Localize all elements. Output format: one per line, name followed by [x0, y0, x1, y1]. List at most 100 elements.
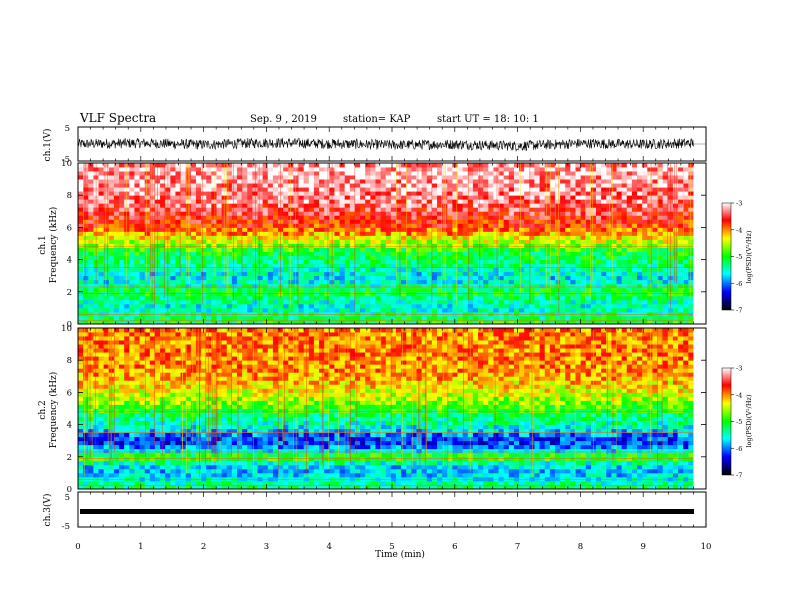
spec1-cell	[252, 195, 258, 200]
spec1-cell	[657, 299, 664, 305]
spec1-cell	[344, 207, 351, 212]
spec1-cell	[524, 191, 530, 196]
spec1-cell	[247, 167, 253, 172]
spec1-cell	[201, 231, 207, 236]
spec1-cell	[662, 287, 669, 293]
spec1-cell	[401, 307, 407, 313]
spec1-cell	[113, 167, 120, 172]
spec1-cell	[524, 231, 530, 236]
spec1-cell	[611, 287, 617, 293]
spec1-cell	[303, 287, 310, 293]
spec1-cell	[621, 283, 628, 289]
spec1-cell	[447, 319, 453, 325]
spec1-cell	[349, 263, 356, 269]
spec1-cell	[426, 251, 433, 256]
spec1-cell	[529, 211, 535, 216]
spec1-cell	[452, 239, 458, 244]
spec1-cell	[621, 243, 628, 248]
spec1-cell	[103, 211, 110, 216]
spec1-cell	[344, 307, 351, 313]
spec1-cell	[324, 291, 330, 297]
spec2-cell	[411, 484, 417, 490]
spec1-cell	[216, 295, 222, 301]
spec1-cell	[195, 231, 202, 236]
spec1-cell	[211, 167, 217, 172]
spec1-cell	[319, 239, 325, 244]
spec1-cell	[637, 295, 643, 301]
spec1-cell	[637, 179, 643, 184]
spec1-cell	[642, 183, 648, 188]
spec1-cell	[488, 203, 494, 208]
spec1-cell	[662, 191, 669, 196]
spec1-cell	[206, 239, 212, 244]
spec1-cell	[554, 167, 561, 172]
spec1-cell	[467, 255, 474, 260]
spec1-cell	[539, 299, 546, 305]
spec1-cell	[201, 271, 207, 277]
spec1-cell	[672, 219, 679, 224]
spec1-cell	[426, 199, 433, 204]
spec1-cell	[303, 243, 310, 248]
spec1-cell	[672, 271, 679, 277]
spec1-cell	[508, 175, 515, 180]
spec1-cell	[416, 251, 423, 256]
spec1-cell	[488, 279, 494, 285]
spec1-cell	[272, 223, 279, 228]
spec1-cell	[683, 171, 689, 176]
spec1-cell	[544, 299, 551, 305]
spec1-cell	[647, 215, 653, 220]
spec1-cell	[211, 307, 217, 313]
spec1-cell	[657, 179, 664, 184]
spec1-cell	[293, 271, 299, 277]
spec1-cell	[283, 291, 289, 297]
spec1-cell	[513, 275, 520, 281]
spec2-cell	[221, 484, 228, 490]
spec1-cell	[657, 319, 664, 325]
spec1-cell	[160, 235, 166, 240]
spec1-cell	[303, 255, 310, 260]
spec1-cell	[144, 183, 151, 188]
spec1-cell	[313, 215, 320, 220]
spec1-cell	[498, 271, 505, 277]
spec1-cell	[401, 239, 407, 244]
spec1-cell	[426, 207, 433, 212]
spec1-cell	[647, 223, 653, 228]
spec1-cell	[421, 183, 428, 188]
spec1-cell	[313, 283, 320, 289]
spec1-cell	[231, 171, 238, 176]
spec1-cell	[365, 175, 371, 180]
spec1-cell	[437, 315, 443, 321]
spec1-cell	[478, 319, 484, 325]
spec1-cell	[78, 231, 84, 236]
spec1-cell	[98, 179, 105, 184]
spec1-cell	[103, 299, 110, 305]
spec1-cell	[283, 251, 289, 256]
spec1-cell	[201, 259, 207, 265]
spec1-cell	[190, 215, 197, 220]
spec1-cell	[298, 239, 305, 244]
spec1-cell	[154, 299, 161, 305]
spec1-cell	[421, 211, 428, 216]
spec1-cell	[272, 247, 279, 252]
spec1-cell	[83, 275, 89, 281]
spec1-cell	[580, 211, 587, 216]
spec1-cell	[257, 239, 264, 244]
spec1-cell	[206, 179, 212, 184]
spec1-cell	[483, 219, 489, 224]
spec1-cell	[606, 271, 612, 277]
spec1-cell	[488, 167, 494, 172]
spec1-cell	[498, 319, 505, 325]
spec1-cell	[319, 307, 325, 313]
spec1-cell	[390, 235, 397, 240]
spec1-cell	[129, 255, 135, 260]
spec1-cell	[524, 239, 530, 244]
spec1-cell	[447, 175, 453, 180]
spec1-cell	[503, 163, 510, 168]
spec1-cell	[134, 195, 140, 200]
spec1-cell	[442, 299, 448, 305]
spec1-cell	[647, 191, 653, 196]
spec1-cell	[596, 275, 602, 281]
spec1-cell	[293, 191, 299, 196]
spec1-cell	[108, 299, 115, 305]
spec1-cell	[575, 187, 582, 192]
